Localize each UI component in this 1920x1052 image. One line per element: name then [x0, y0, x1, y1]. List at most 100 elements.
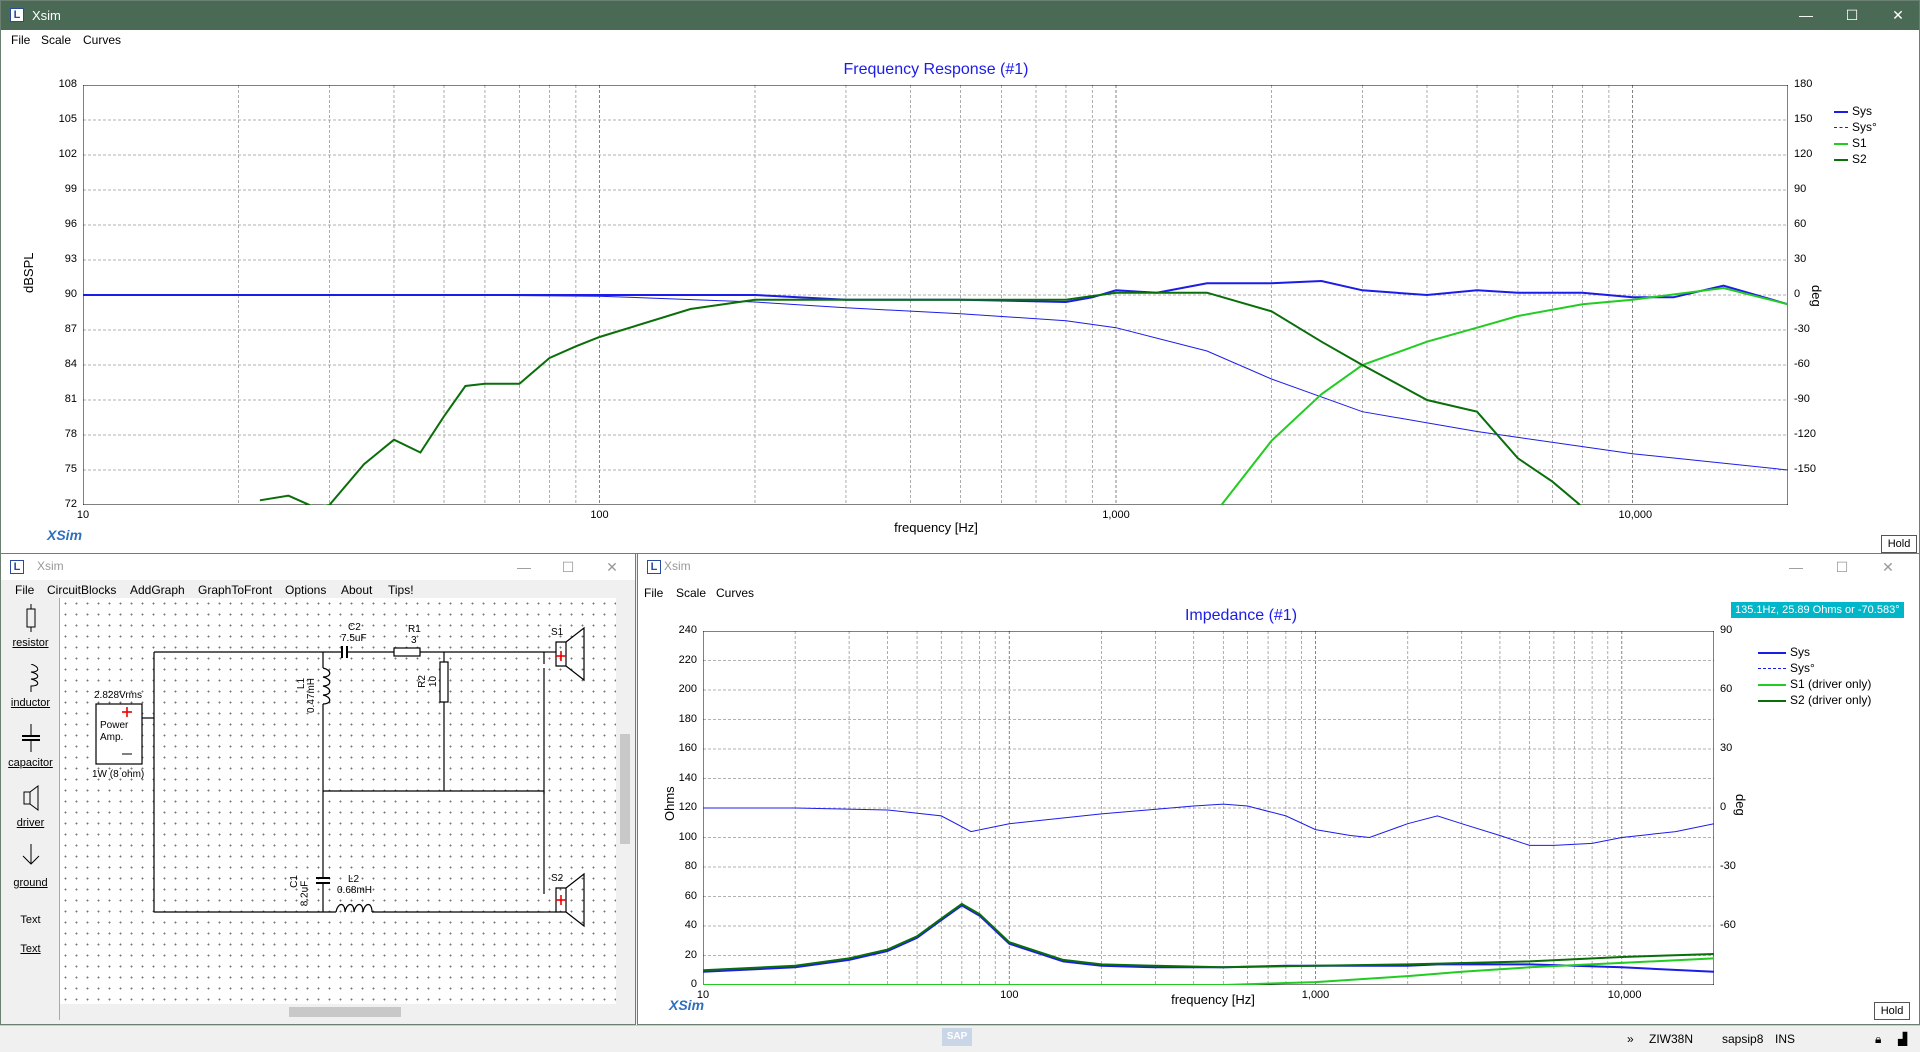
- statusbar-user: sapsip8: [1722, 1032, 1764, 1046]
- y2-tick-label: -30: [1720, 860, 1736, 872]
- circuit-menu-file[interactable]: File: [15, 583, 35, 597]
- freq-y2-axis-title: deg: [1809, 285, 1824, 307]
- y-tick-label: 108: [58, 78, 77, 90]
- main-menubar: File Scale Curves: [1, 30, 1919, 51]
- impedance-close-button[interactable]: ✕: [1882, 559, 1894, 575]
- impedance-chart[interactable]: [703, 631, 1714, 985]
- circuit-menu-options[interactable]: Options: [285, 583, 327, 597]
- palette-text-1[interactable]: Text: [20, 914, 41, 926]
- circuit-menu-circuitblocks[interactable]: CircuitBlocks: [47, 583, 117, 597]
- power-amp-block: [95, 703, 143, 765]
- l1-inductor: [322, 667, 331, 705]
- impedance-hold-button[interactable]: Hold: [1874, 1002, 1910, 1020]
- y2-tick-label: 60: [1720, 683, 1733, 695]
- series-sys-: [83, 294, 1788, 471]
- y-tick-label: 72: [64, 498, 77, 510]
- frequency-response-chart[interactable]: [83, 85, 1788, 505]
- minimize-button[interactable]: —: [1799, 7, 1813, 23]
- palette-capacitor[interactable]: capacitor: [8, 757, 53, 769]
- s1-speaker: [555, 626, 585, 682]
- impedance-titlebar[interactable]: L Xsim — ☐ ✕: [638, 554, 1919, 580]
- impedance-window-title: Xsim: [664, 559, 691, 573]
- frequency-response-window: L Xsim — ☐ ✕ File Scale Curves Frequency…: [0, 0, 1920, 554]
- capacitor-icon[interactable]: [20, 724, 42, 752]
- y-tick-label: 0: [690, 978, 697, 990]
- impedance-x-axis-title: frequency [Hz]: [1171, 992, 1255, 1007]
- circuit-canvas[interactable]: 2.828Vrms Power Amp. 1W (8 ohm) C2 7.5uF…: [60, 598, 616, 1006]
- circuit-minimize-button[interactable]: —: [517, 559, 531, 575]
- r1-name-label: R1: [408, 624, 421, 635]
- impedance-y2-axis-title: deg: [1733, 794, 1748, 816]
- l2-inductor: [335, 903, 373, 913]
- palette-driver[interactable]: driver: [16, 817, 45, 829]
- circuit-menu-tips[interactable]: Tips!: [388, 583, 414, 597]
- y2-tick-label: 120: [1794, 148, 1813, 160]
- y2-tick-label: 90: [1794, 183, 1807, 195]
- menu-scale[interactable]: Scale: [41, 33, 72, 47]
- r2-resistor: [439, 661, 449, 703]
- c1-name-label: C1: [288, 875, 300, 888]
- inductor-icon[interactable]: [20, 664, 42, 692]
- circuit-horizontal-scrollbar[interactable]: [60, 1004, 616, 1020]
- close-button[interactable]: ✕: [1892, 7, 1904, 23]
- s2-speaker: [555, 872, 585, 928]
- main-titlebar[interactable]: L Xsim — ☐ ✕: [1, 1, 1919, 30]
- series-s2-driver-only-: [703, 902, 1714, 972]
- circuit-vertical-scrollbar[interactable]: [617, 598, 633, 1006]
- y-tick-label: 200: [678, 683, 697, 695]
- impedance-minimize-button[interactable]: —: [1789, 559, 1803, 575]
- y-tick-label: 81: [64, 393, 77, 405]
- impedance-app-icon: L: [647, 560, 661, 574]
- menu-file[interactable]: File: [11, 33, 31, 47]
- lock-icon: 🔒︎: [1875, 1032, 1882, 1046]
- statusbar-mode: INS: [1775, 1032, 1796, 1046]
- y2-tick-label: -90: [1794, 393, 1810, 405]
- maximize-button[interactable]: ☐: [1845, 7, 1859, 23]
- circuit-menu-graphtofront[interactable]: GraphToFront: [198, 583, 273, 597]
- impedance-maximize-button[interactable]: ☐: [1835, 559, 1849, 575]
- xsim-logo: XSim: [47, 527, 83, 543]
- statusbar-chevron[interactable]: »: [1627, 1032, 1634, 1046]
- y-tick-label: 75: [64, 463, 77, 475]
- impedance-menu-scale[interactable]: Scale: [676, 586, 707, 600]
- circuit-maximize-button[interactable]: ☐: [561, 559, 575, 575]
- y2-tick-label: -30: [1794, 323, 1810, 335]
- component-palette: resistor inductor capacitor driver groun…: [2, 598, 60, 1020]
- y-tick-label: 102: [58, 148, 77, 160]
- y2-tick-label: 150: [1794, 113, 1813, 125]
- x-tick-label: 10,000: [1618, 509, 1653, 521]
- circuit-close-button[interactable]: ✕: [606, 559, 618, 575]
- circuit-schematic[interactable]: [60, 598, 616, 1006]
- palette-resistor[interactable]: resistor: [12, 637, 49, 649]
- palette-ground[interactable]: ground: [13, 877, 48, 889]
- freq-y-axis-title: dBSPL: [21, 252, 36, 293]
- circuit-menubar: File CircuitBlocks AddGraph GraphToFront…: [1, 580, 635, 601]
- driver-icon[interactable]: [20, 784, 42, 812]
- cursor-readout: 135.1Hz, 25.89 Ohms or -70.583°: [1731, 602, 1904, 618]
- circuit-menu-addgraph[interactable]: AddGraph: [130, 583, 185, 597]
- freq-plot-title: Frequency Response (#1): [843, 61, 1029, 78]
- circuit-hscroll-thumb[interactable]: [289, 1007, 401, 1017]
- menu-curves[interactable]: Curves: [83, 33, 122, 47]
- y-tick-label: 180: [678, 712, 697, 725]
- circuit-menu-about[interactable]: About: [341, 583, 373, 597]
- palette-text-2[interactable]: Text: [20, 943, 41, 955]
- ground-icon[interactable]: [20, 844, 42, 872]
- palette-inductor[interactable]: inductor: [10, 697, 51, 709]
- circuit-vscroll-thumb[interactable]: [620, 734, 630, 844]
- freq-hold-button[interactable]: Hold: [1881, 535, 1917, 553]
- y-tick-label: 99: [64, 183, 77, 195]
- impedance-menu-file[interactable]: File: [644, 586, 664, 600]
- x-tick-label: 10: [696, 989, 710, 1001]
- series-s1: [1220, 286, 1788, 505]
- statusbar-system: ZIW38N: [1649, 1032, 1694, 1046]
- y-tick-label: 90: [64, 288, 77, 300]
- source-voltage-label: 2.828Vrms: [94, 690, 142, 701]
- y2-tick-label: -150: [1794, 463, 1817, 475]
- y2-tick-label: 60: [1794, 218, 1807, 230]
- circuit-titlebar[interactable]: L Xsim — ☐ ✕: [1, 554, 635, 580]
- resistor-icon[interactable]: [20, 604, 42, 632]
- sap-statusbar: SAP » ZIW38N sapsip8 INS 🔒︎ ▟: [0, 1025, 1920, 1052]
- impedance-menu-curves[interactable]: Curves: [716, 586, 755, 600]
- y-tick-label: 20: [684, 948, 697, 961]
